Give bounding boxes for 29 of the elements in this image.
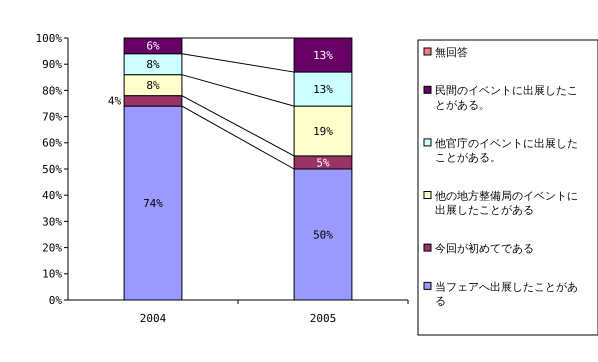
y-tick-label: 10% (42, 268, 62, 281)
x-tick-label: 2005 (310, 312, 336, 325)
data-label: 6% (146, 40, 160, 53)
data-label: 8% (146, 58, 160, 72)
y-tick-label: 60% (42, 136, 62, 150)
y-tick-label: 40% (42, 189, 62, 202)
legend-label: 今回が初めてである (435, 242, 534, 255)
y-tick-label: 50% (42, 162, 62, 176)
legend-label: 無回答 (435, 46, 468, 59)
y-tick-label: 30% (42, 215, 62, 228)
data-label: 50% (313, 228, 334, 242)
data-label: 13% (313, 48, 334, 62)
legend-label: 他官庁のイベントに出展したことがある。 (435, 136, 578, 164)
legend-label: 他の地方整備局のイベントに出展したことがある (435, 189, 578, 217)
legend-label: 民間のイベントに出展したことがある。 (435, 84, 578, 112)
data-label: 13% (313, 82, 334, 96)
y-tick-label: 90% (42, 58, 62, 72)
y-tick-label: 100% (36, 32, 62, 45)
y-tick-label: 80% (42, 84, 62, 98)
y-tick-label: 20% (42, 241, 62, 254)
data-label: 4% (108, 94, 122, 108)
y-tick-label: 0% (48, 294, 62, 307)
legend-label: 当フェアへ出展したことがある (435, 280, 578, 308)
data-label: 8% (146, 79, 160, 92)
data-label: 74% (143, 196, 164, 210)
data-label: 19% (313, 124, 334, 138)
y-tick-label: 70% (42, 110, 62, 124)
data-label: 5% (316, 156, 330, 170)
x-tick-label: 2004 (140, 312, 167, 325)
